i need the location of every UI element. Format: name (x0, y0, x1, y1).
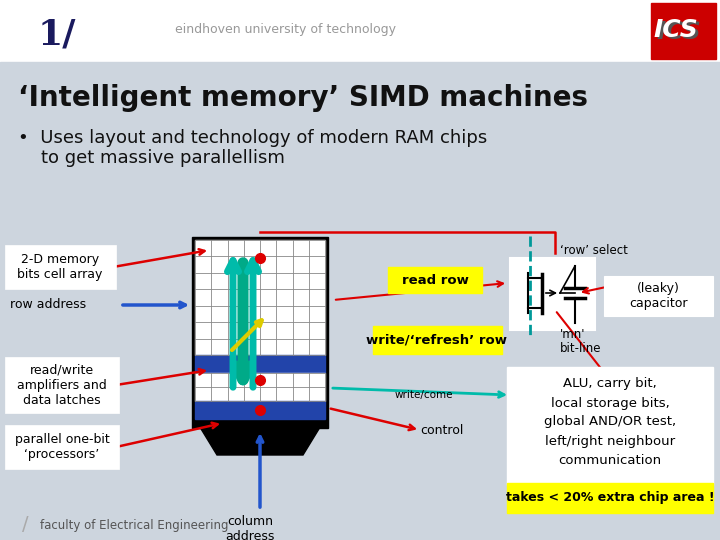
Text: ICS: ICS (654, 18, 698, 42)
Bar (0, 0, 720, 62)
Text: read row: read row (402, 273, 469, 287)
Text: row address: row address (10, 299, 86, 312)
FancyBboxPatch shape (507, 483, 713, 513)
Text: bit-line: bit-line (560, 342, 601, 355)
FancyBboxPatch shape (388, 267, 482, 293)
Bar (0, 62, 720, 540)
Text: control: control (420, 423, 464, 436)
FancyBboxPatch shape (5, 245, 116, 289)
Text: eindhoven university of technology: eindhoven university of technology (175, 24, 396, 37)
Text: ‘Intelligent memory’ SIMD machines: ‘Intelligent memory’ SIMD machines (18, 84, 588, 112)
Text: (leaky)
capacitor: (leaky) capacitor (629, 282, 688, 310)
Bar (510, 258, 595, 330)
FancyBboxPatch shape (373, 326, 502, 354)
Bar (195, 355, 325, 373)
Bar (192, 237, 328, 428)
FancyBboxPatch shape (5, 357, 119, 413)
Text: takes < 20% extra chip area !: takes < 20% extra chip area ! (505, 491, 714, 504)
Text: •  Uses layout and technology of modern RAM chips: • Uses layout and technology of modern R… (18, 129, 487, 147)
Polygon shape (195, 419, 325, 455)
FancyBboxPatch shape (507, 367, 713, 485)
Bar (651, 3, 716, 59)
Text: write/come: write/come (395, 390, 454, 400)
Bar (195, 401, 325, 419)
Text: parallel one-bit
‘processors’: parallel one-bit ‘processors’ (14, 433, 109, 461)
Text: ALU, carry bit,
local storage bits,
global AND/OR test,
left/right neighbour
com: ALU, carry bit, local storage bits, glob… (544, 377, 676, 467)
Text: to get massive parallellism: to get massive parallellism (18, 149, 285, 167)
Text: column
address: column address (225, 515, 275, 540)
Text: ‘row’ select: ‘row’ select (560, 244, 628, 256)
FancyBboxPatch shape (5, 425, 119, 469)
Bar (195, 373, 325, 401)
Text: ICS: ICS (657, 20, 701, 44)
Bar (195, 240, 325, 355)
Text: faculty of Electrical Engineering: faculty of Electrical Engineering (40, 518, 228, 531)
Text: 2-D memory
bits cell array: 2-D memory bits cell array (17, 253, 103, 281)
Text: write/‘refresh’ row: write/‘refresh’ row (366, 334, 508, 347)
Text: /: / (22, 516, 29, 535)
Text: read/write
amplifiers and
data latches: read/write amplifiers and data latches (17, 363, 107, 407)
Text: 'mn': 'mn' (560, 328, 585, 341)
Text: 1/: 1/ (38, 17, 76, 51)
FancyBboxPatch shape (604, 276, 713, 316)
